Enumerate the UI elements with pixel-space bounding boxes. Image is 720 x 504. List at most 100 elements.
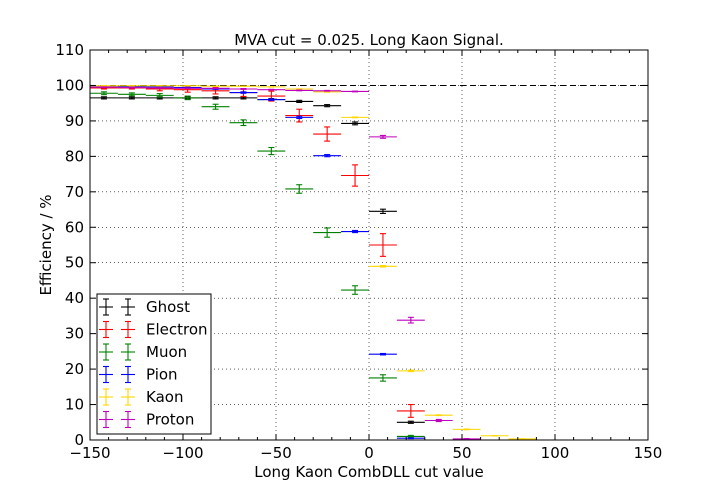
legend-label: Electron [146, 321, 208, 339]
y-tick-label: 60 [65, 218, 84, 236]
x-tick-label: 50 [452, 444, 471, 462]
proton-point [452, 438, 481, 440]
x-tick-label: 150 [634, 444, 663, 462]
muon-point [229, 119, 258, 127]
y-tick-label: 20 [65, 360, 84, 378]
y-tick-label: 100 [55, 76, 84, 94]
proton-point [369, 134, 397, 139]
kaon-point [396, 369, 425, 373]
muon-point [145, 93, 174, 98]
legend-symbol [99, 410, 135, 429]
ghost-point [90, 96, 118, 100]
y-tick-label: 70 [65, 183, 84, 201]
pion-point [369, 352, 397, 356]
kaon-point [341, 116, 369, 119]
proton-point [257, 88, 286, 91]
y-tick-label: 40 [65, 289, 84, 307]
pion-point [313, 154, 342, 158]
y-tick-label: 50 [65, 254, 84, 272]
data-series [90, 85, 537, 440]
legend-label: Ghost [146, 298, 190, 316]
y-tick-label: 10 [65, 396, 84, 414]
ghost-point [313, 104, 342, 108]
ghost-point [117, 96, 146, 100]
series-kaon [90, 85, 537, 440]
y-axis-title: Efficiency / % [37, 194, 55, 295]
electron-point [369, 233, 397, 257]
y-tick-label: 110 [55, 41, 84, 59]
ghost-point [396, 420, 425, 424]
legend-entry-electron: Electron [99, 321, 208, 339]
y-tick-labels: 0 10 20 30 40 50 60 70 80 90 100 110 [55, 41, 84, 449]
proton-point [229, 88, 258, 90]
muon-point [257, 146, 286, 156]
proton-point [173, 87, 202, 90]
x-tick-label: −100 [162, 444, 203, 462]
legend-label: Muon [146, 343, 187, 361]
muon-point [173, 95, 202, 101]
muon-point [90, 91, 118, 96]
legend-entry-proton: Proton [99, 411, 194, 429]
series-proton [90, 86, 481, 440]
electron-point [396, 403, 425, 418]
legend-symbol [99, 343, 135, 361]
legend-label: Pion [146, 366, 178, 384]
electron-point [341, 164, 369, 187]
proton-point [90, 86, 118, 89]
electron-point [285, 108, 314, 123]
ghost-point [201, 96, 230, 100]
muon-point [341, 285, 369, 295]
legend-symbol [99, 388, 135, 406]
proton-point [396, 316, 425, 324]
proton-point [117, 86, 146, 89]
x-tick-label: 0 [364, 444, 374, 462]
electron-point [313, 126, 342, 142]
axis-ticks [89, 49, 649, 441]
y-tick-label: 80 [65, 147, 84, 165]
pion-point [285, 115, 314, 119]
legend-entry-pion: Pion [99, 366, 178, 384]
kaon-point [452, 428, 481, 431]
legend-label: Kaon [146, 388, 183, 406]
pion-point [341, 229, 369, 234]
x-tick-label: 100 [541, 444, 570, 462]
proton-point [341, 90, 369, 93]
proton-point [285, 89, 314, 92]
ghost-point [341, 121, 369, 126]
x-axis-title: Long Kaon CombDLL cut value [254, 463, 483, 481]
kaon-point [424, 414, 453, 417]
chart-title: MVA cut = 0.025. Long Kaon Signal. [234, 31, 504, 49]
proton-point [145, 87, 174, 89]
proton-point [424, 418, 453, 423]
y-tick-label: 0 [74, 431, 84, 449]
legend-box [96, 293, 212, 435]
legend-symbol [99, 298, 135, 316]
legend-entry-kaon: Kaon [99, 388, 183, 406]
x-tick-labels: −150 −100 −50 0 50 100 150 [69, 444, 662, 462]
muon-point [117, 92, 146, 97]
pion-point [396, 437, 425, 440]
x-tick-label: −50 [260, 444, 292, 462]
y-tick-label: 90 [65, 112, 84, 130]
x-tick-label: −150 [69, 444, 110, 462]
proton-point [201, 87, 230, 90]
proton-point [313, 89, 342, 92]
legend-symbol [99, 320, 135, 339]
pion-point [229, 91, 258, 94]
legend-label: Proton [146, 411, 194, 429]
muon-point [369, 374, 397, 382]
pion-point [257, 98, 286, 101]
ghost-point [369, 208, 397, 214]
ghost-point [285, 99, 314, 104]
legend-symbol [99, 365, 135, 384]
muon-point [313, 227, 342, 238]
legend-entry-muon: Muon [99, 343, 187, 361]
legend-entry-ghost: Ghost [99, 298, 190, 316]
muon-point [201, 103, 230, 110]
legend: Ghost Electron Muon Pion Kaon Proton [96, 293, 212, 435]
muon-point [285, 184, 314, 194]
series-muon [90, 91, 425, 439]
y-tick-label: 30 [65, 325, 84, 343]
kaon-point [369, 265, 397, 268]
